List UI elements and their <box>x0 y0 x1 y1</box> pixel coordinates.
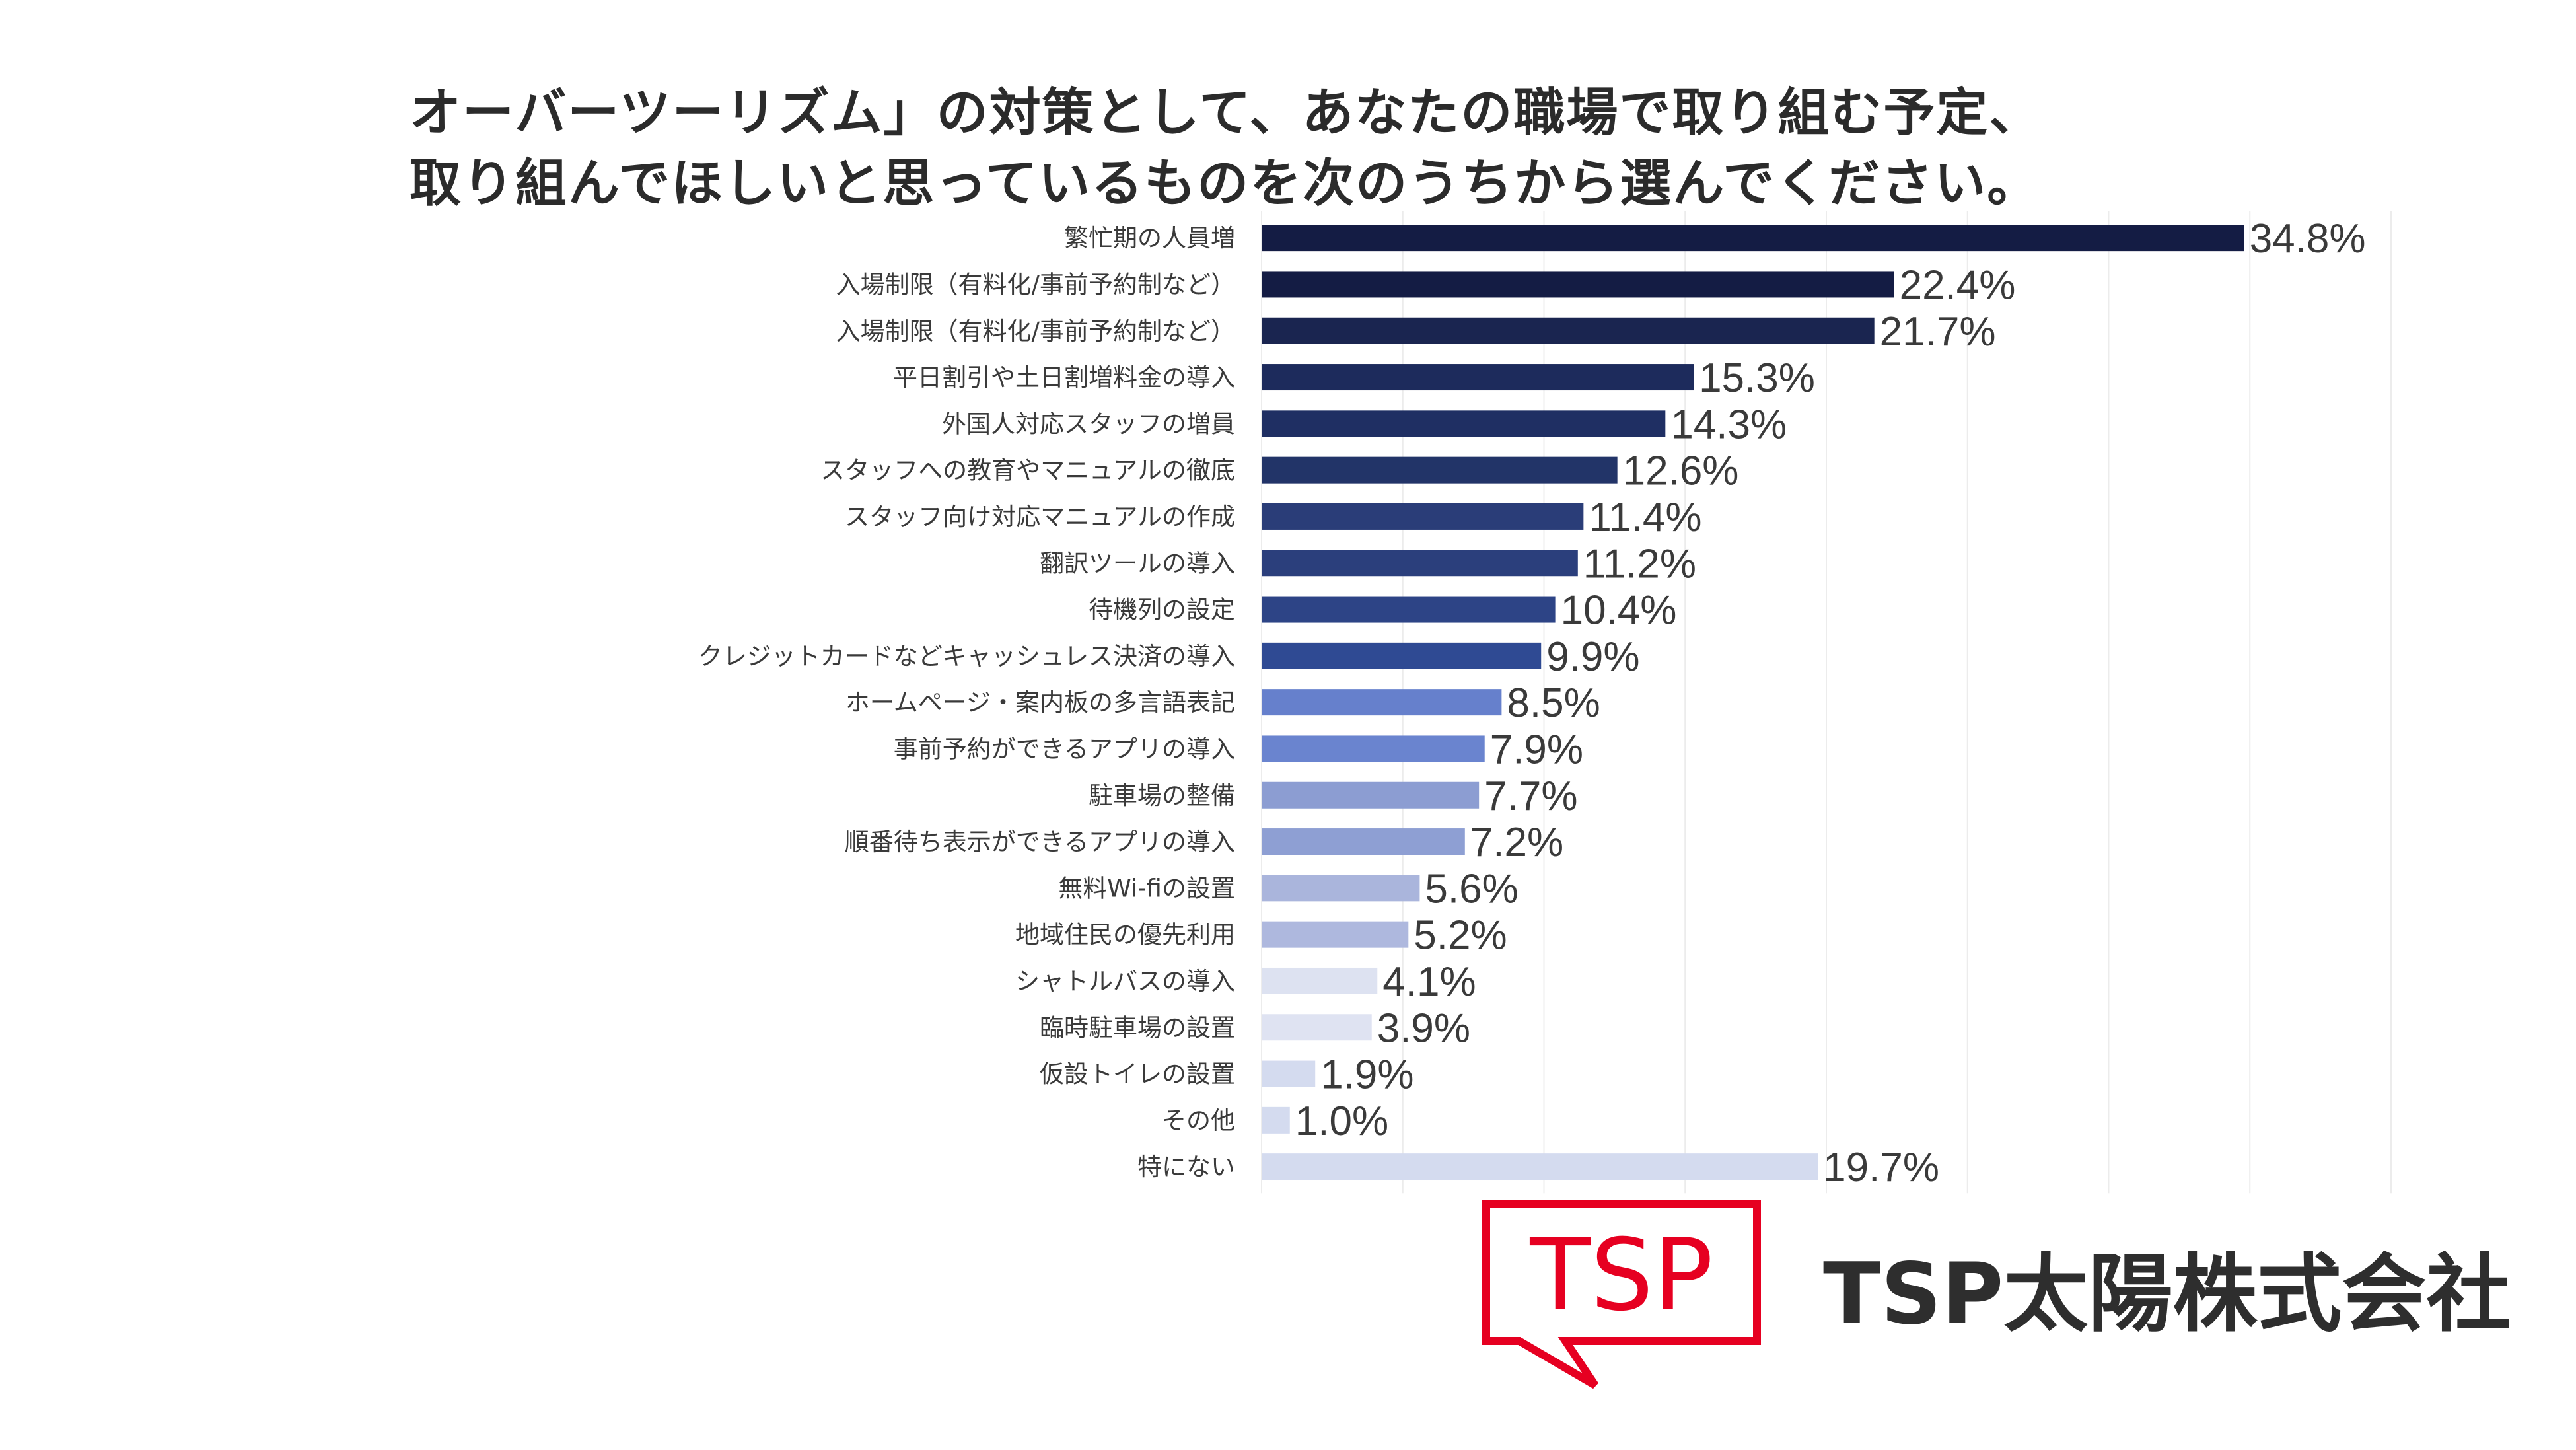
category-label: 事前予約ができるアプリの導入 <box>894 735 1235 763</box>
category-label: スタッフへの教育やマニュアルの徹底 <box>820 456 1235 485</box>
bar <box>1262 735 1485 762</box>
gridlines <box>1261 211 2392 1194</box>
value-label: 11.2% <box>1583 541 1696 587</box>
bar <box>1262 364 1694 391</box>
value-label: 12.6% <box>1623 449 1739 494</box>
bar <box>1262 967 1378 994</box>
value-label: 11.4% <box>1589 495 1701 540</box>
bar <box>1262 1106 1290 1134</box>
logo-text: TSP <box>1529 1218 1713 1333</box>
bar <box>1262 410 1666 437</box>
bar <box>1262 225 2244 252</box>
value-label: 14.3% <box>1670 402 1787 447</box>
category-label: 臨時駐車場の設置 <box>1040 1013 1235 1042</box>
category-label: スタッフ向け対応マニュアルの作成 <box>845 503 1235 531</box>
category-label: 入場制限（有料化/事前予約制など） <box>836 317 1235 345</box>
bar <box>1262 1060 1316 1087</box>
value-label: 1.0% <box>1295 1099 1388 1144</box>
value-label: 10.4% <box>1561 588 1677 634</box>
chart-title-line-2: 取り組んでほしいと思っているものを次のうちから選んでください。 <box>410 154 2040 213</box>
category-label: 外国人対応スタッフの増員 <box>942 410 1235 438</box>
value-label: 7.2% <box>1470 820 1563 865</box>
bar <box>1262 550 1578 577</box>
value-label: 1.9% <box>1320 1052 1413 1098</box>
category-label: ホームページ・案内板の多言語表記 <box>845 688 1235 717</box>
category-label: その他 <box>1162 1106 1235 1135</box>
tsp-logo: TSP <box>1482 1200 1761 1389</box>
company-name: TSP太陽株式会社 <box>1823 1245 2511 1344</box>
value-label: 19.7% <box>1823 1145 1939 1190</box>
category-label: 駐車場の整備 <box>1089 781 1235 810</box>
bar <box>1262 456 1618 484</box>
category-label: 入場制限（有料化/事前予約制など） <box>836 270 1235 299</box>
category-label: 地域住民の優先利用 <box>1015 921 1235 949</box>
logo-speech-bubble <box>1482 1200 1761 1389</box>
bar <box>1262 1014 1372 1041</box>
bar <box>1262 503 1584 530</box>
value-label: 7.7% <box>1484 774 1577 819</box>
bar <box>1262 828 1465 855</box>
category-label: 順番待ち表示ができるアプリの導入 <box>845 828 1235 856</box>
category-label: シャトルバスの導入 <box>1015 967 1235 996</box>
category-label: 仮設トイレの設置 <box>1040 1060 1235 1089</box>
category-label: 特にない <box>1137 1153 1235 1181</box>
category-label: 無料Wi-fiの設置 <box>1058 874 1235 902</box>
value-label: 34.8% <box>2250 216 2366 262</box>
bar <box>1262 317 1875 344</box>
value-label: 8.5% <box>1507 680 1600 726</box>
value-label: 7.9% <box>1490 727 1583 772</box>
category-label: 待機列の設定 <box>1089 596 1235 624</box>
category-label: クレジットカードなどキャッシュレス決済の導入 <box>698 642 1235 671</box>
value-label: 3.9% <box>1377 1005 1470 1051</box>
value-label: 4.1% <box>1382 959 1476 1005</box>
value-label: 22.4% <box>1900 262 2016 308</box>
value-label: 5.6% <box>1425 866 1518 912</box>
bar <box>1262 271 1894 298</box>
category-label: 翻訳ツールの導入 <box>1040 549 1235 577</box>
bar <box>1262 875 1420 902</box>
value-label: 21.7% <box>1880 309 1996 355</box>
category-label: 平日割引や土日割増料金の導入 <box>893 363 1235 392</box>
bar <box>1262 921 1409 948</box>
chart-title-line-1: オーバーツーリズム」の対策として、あなたの職場で取り組む予定、 <box>410 83 2042 143</box>
bar <box>1262 596 1556 623</box>
bar <box>1262 1153 1818 1180</box>
bar <box>1262 781 1480 809</box>
bar <box>1262 642 1542 669</box>
category-label: 繁忙期の人員増 <box>1064 224 1235 252</box>
value-label: 5.2% <box>1413 913 1507 959</box>
value-label: 15.3% <box>1699 355 1815 401</box>
bar <box>1262 689 1502 716</box>
value-label: 9.9% <box>1546 634 1639 680</box>
